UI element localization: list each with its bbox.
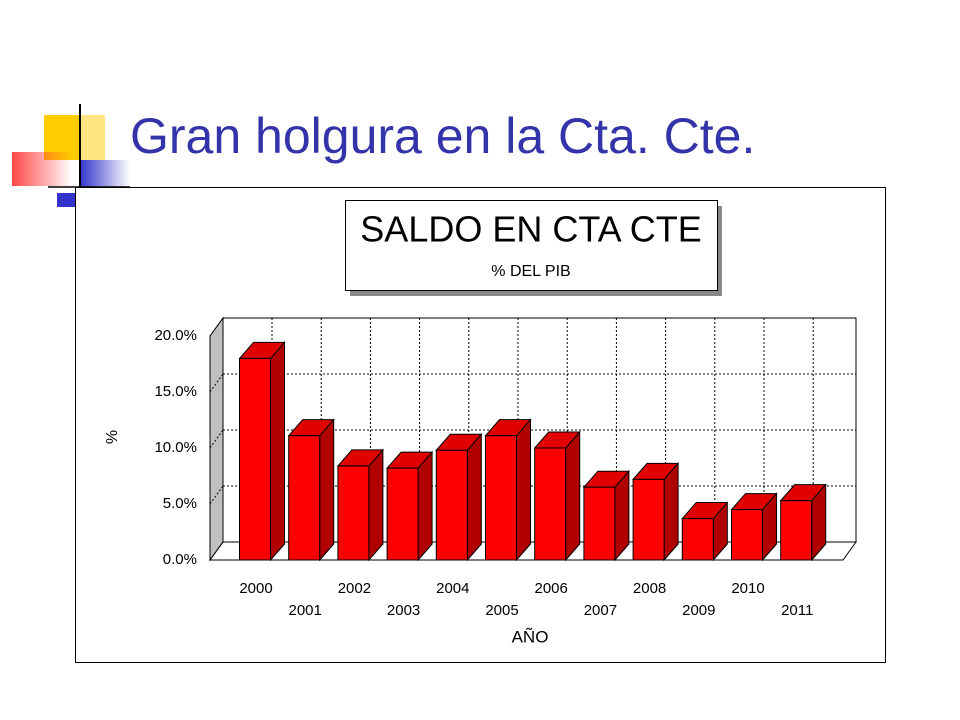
x-tick-label: 2011: [781, 602, 813, 619]
x-tick-label: 2004: [436, 580, 469, 597]
deco: [12, 152, 72, 186]
bar: [731, 509, 763, 561]
bar-side: [565, 430, 581, 562]
y-tick-label: 20.0%: [154, 327, 197, 344]
slide-title: Gran holgura en la Cta. Cte.: [130, 108, 755, 164]
bar: [288, 435, 321, 561]
bar-side: [270, 341, 285, 562]
x-tick-label: 2000: [239, 580, 272, 597]
x-tick-label: 2010: [731, 580, 764, 597]
x-tick-label: 2007: [584, 602, 617, 619]
bar-side: [663, 462, 679, 562]
bar: [485, 435, 517, 561]
y-tick-label: 0.0%: [163, 551, 197, 568]
bar-side: [319, 418, 335, 562]
y-tick-label: 5.0%: [163, 495, 197, 512]
y-tick-label: 15.0%: [154, 383, 197, 400]
chart-subtitle: % DEL PIB: [491, 263, 570, 280]
title-box: [345, 200, 718, 291]
x-tick-label: 2009: [682, 602, 715, 619]
bar: [239, 357, 271, 561]
deco: [57, 193, 75, 207]
bar: [632, 478, 665, 561]
x-tick-label: 2002: [338, 580, 371, 597]
y-tick-label: 10.0%: [154, 439, 197, 456]
bar-side: [516, 418, 531, 562]
bar-side: [417, 450, 433, 562]
chart-title: SALDO EN CTA CTE: [360, 209, 701, 250]
x-axis-label: AÑO: [512, 627, 549, 646]
bar-side: [368, 448, 384, 562]
bar: [435, 449, 468, 561]
bar: [386, 467, 419, 561]
deco: [80, 160, 130, 188]
bar: [681, 518, 714, 561]
bar: [337, 465, 370, 561]
side-wall: [209, 316, 224, 562]
x-tick-label: 2008: [633, 580, 666, 597]
bar-side: [466, 432, 482, 562]
y-axis-label: %: [104, 430, 121, 444]
deco: [80, 115, 105, 160]
bar: [583, 486, 616, 561]
x-tick-label: 2003: [387, 602, 420, 619]
bar: [534, 447, 567, 561]
bar: [780, 500, 813, 561]
x-tick-label: 2006: [535, 580, 568, 597]
x-tick-label: 2001: [289, 602, 322, 619]
x-tick-label: 2005: [485, 602, 518, 619]
